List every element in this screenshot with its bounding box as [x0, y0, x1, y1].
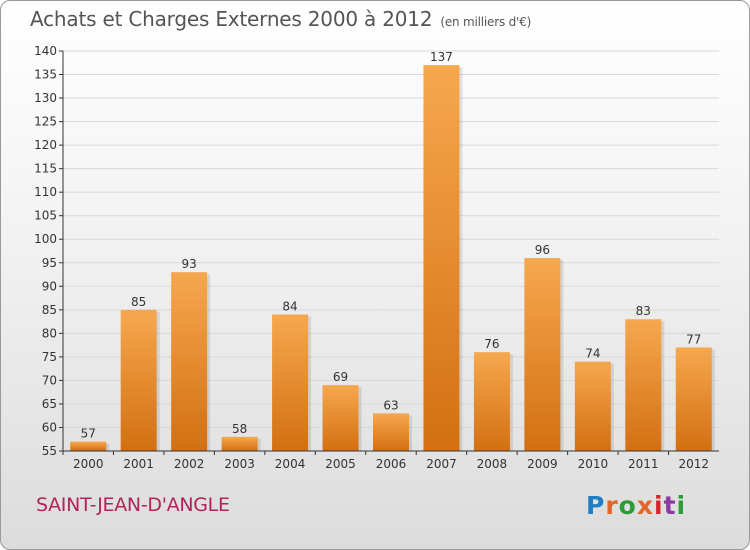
logo-letter: i	[654, 491, 664, 520]
y-tick-label: 135	[34, 68, 57, 82]
bar	[322, 385, 359, 451]
x-tick-label: 2006	[376, 457, 407, 471]
x-tick-label: 2005	[325, 457, 356, 471]
data-label: 77	[686, 332, 701, 346]
data-label: 83	[636, 304, 651, 318]
data-label: 74	[585, 347, 600, 361]
y-tick-label: 140	[34, 44, 57, 58]
axes	[62, 51, 719, 452]
y-tick-label: 95	[42, 256, 57, 270]
chart-title: Achats et Charges Externes 2000 à 2012 (e…	[30, 7, 531, 31]
y-tick-label: 70	[42, 373, 57, 387]
bar	[70, 441, 107, 451]
proxiti-logo: Proxiti	[586, 491, 686, 520]
y-tick-label: 85	[42, 303, 57, 317]
data-label: 57	[81, 427, 96, 441]
x-tick-label: 2007	[426, 457, 457, 471]
grid-lines	[63, 50, 719, 428]
data-label: 69	[333, 370, 348, 384]
x-tick-label: 2001	[123, 457, 154, 471]
y-tick-label: 130	[34, 91, 57, 105]
x-tick-label: 2004	[275, 457, 306, 471]
data-label: 58	[232, 422, 247, 436]
y-tick-label: 65	[42, 397, 57, 411]
logo-letter: x	[636, 491, 654, 520]
chart-title-text: Achats et Charges Externes 2000 à 2012	[30, 7, 433, 31]
x-tick-label: 2008	[477, 457, 508, 471]
commune-name: SAINT-JEAN-D'ANGLE	[36, 494, 230, 516]
y-tick-label: 105	[34, 209, 57, 223]
x-tick-label: 2011	[628, 457, 659, 471]
y-tick-label: 60	[42, 420, 57, 434]
y-tick-label: 80	[42, 326, 57, 340]
logo-letter: o	[618, 491, 637, 520]
bar	[171, 272, 208, 451]
logo-letter: P	[586, 491, 606, 520]
logo-letter: r	[605, 491, 619, 520]
bar	[373, 413, 409, 451]
y-tick-label: 55	[42, 444, 57, 458]
x-tick-label: 2012	[678, 457, 709, 471]
y-tick-label: 100	[34, 232, 57, 246]
bar	[272, 314, 309, 451]
data-label: 76	[484, 337, 499, 351]
logo-letter: i	[676, 491, 687, 520]
data-label: 93	[182, 257, 197, 271]
data-label: 85	[131, 295, 146, 309]
data-labels: 57 85 93 58 84 69 63 137 76 96 74 83 77	[81, 50, 702, 440]
y-tick-label: 75	[42, 350, 57, 364]
bar	[473, 352, 510, 451]
y-tick-labels: 55 60 65 70 75 80 85 90 95 100 105 110 115 120 125 130 1…	[34, 44, 63, 458]
y-tick-label: 110	[34, 185, 57, 199]
x-tick-labels: 2000 2001 2002 2003 2004 2005 2006 2007 2008 2009…	[62, 451, 709, 471]
x-tick-label: 2010	[578, 457, 609, 471]
bar	[675, 347, 712, 451]
logo-letter: t	[663, 491, 677, 520]
y-tick-label: 120	[34, 138, 57, 152]
chart-unit: (en milliers d'€)	[440, 15, 532, 29]
x-tick-label: 2009	[527, 457, 558, 471]
y-tick-label: 125	[34, 115, 57, 129]
bar	[574, 361, 611, 451]
x-tick-label: 2002	[174, 457, 205, 471]
data-label: 63	[383, 398, 398, 412]
x-tick-label: 2000	[73, 457, 104, 471]
bars	[70, 65, 715, 451]
bar	[120, 309, 157, 451]
x-tick-label: 2003	[224, 457, 255, 471]
y-tick-label: 115	[34, 162, 57, 176]
bar	[625, 319, 662, 451]
y-tick-label: 90	[42, 279, 57, 293]
data-label: 84	[282, 300, 297, 314]
bar	[423, 65, 460, 451]
bar	[524, 258, 561, 451]
data-label: 137	[430, 50, 453, 64]
bar	[221, 436, 258, 451]
data-label: 96	[535, 243, 550, 257]
